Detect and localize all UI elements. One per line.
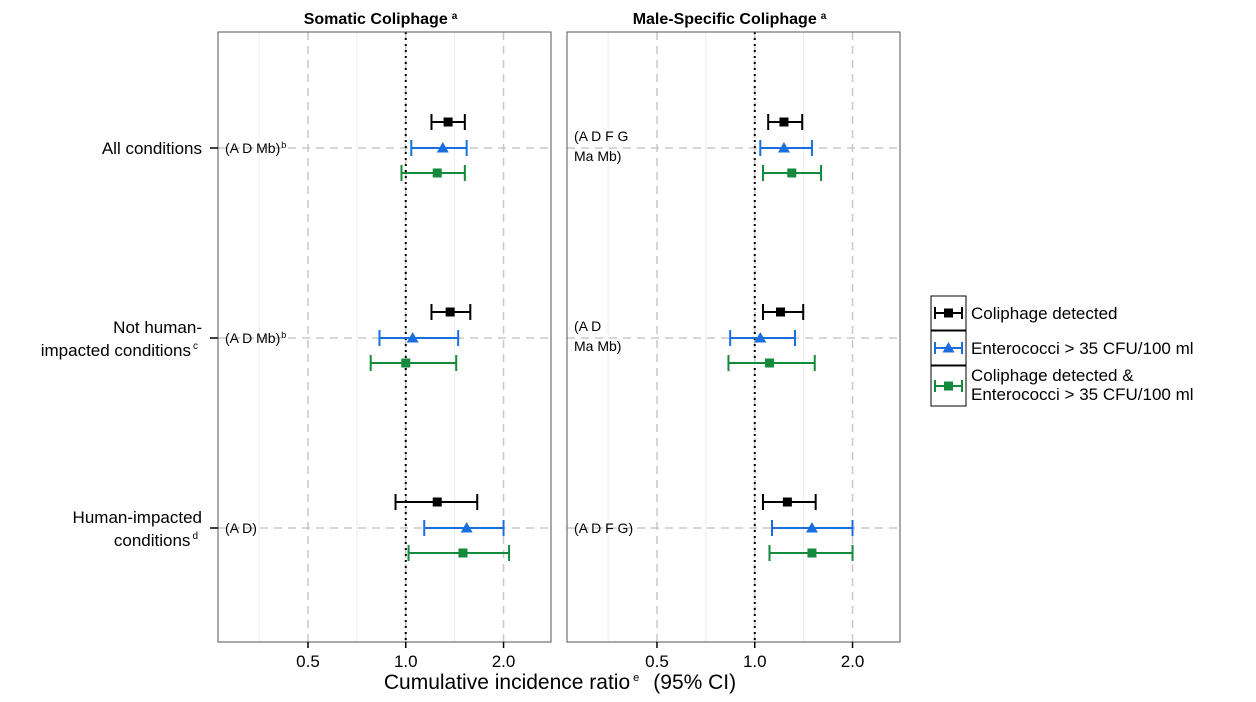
x-tick-label: 0.5 — [296, 652, 320, 671]
group-annotation-text: (A D Mb) — [225, 330, 280, 346]
group-annotation-text: (A D Mb) — [225, 140, 280, 156]
condition-label-text: All conditions — [102, 139, 202, 158]
group-annotation: (A D) — [225, 520, 257, 536]
panel-title-text: Male-Specific Coliphage — [633, 11, 817, 28]
point-estimate — [443, 117, 453, 127]
group-annotation: (A D F G — [574, 128, 628, 144]
legend-key-marker — [944, 381, 953, 391]
point-estimate — [779, 117, 789, 127]
x-tick-label: 2.0 — [841, 652, 865, 671]
point-estimate — [445, 307, 455, 317]
point-estimate — [782, 497, 792, 507]
point-estimate — [432, 497, 442, 507]
condition-label-text: impacted conditions — [41, 341, 191, 360]
condition-label: conditions d — [114, 531, 198, 550]
legend-key-marker — [942, 342, 955, 353]
group-annotation-text: Ma Mb) — [574, 338, 621, 354]
point-estimate — [807, 548, 817, 558]
group-annotation: Ma Mb) — [574, 148, 621, 164]
legend-label: Coliphage detected & — [971, 366, 1134, 385]
x-tick-label: 0.5 — [645, 652, 669, 671]
point-estimate — [787, 168, 797, 178]
x-tick-label: 1.0 — [743, 652, 767, 671]
group-annotation: (A D Mb)b — [225, 140, 286, 156]
x-axis-title-superscript: e — [633, 672, 639, 684]
x-tick-label-text: 2.0 — [492, 652, 516, 671]
point-estimate — [754, 332, 767, 343]
panel-title: Somatic Coliphage a — [304, 11, 458, 28]
condition-label-text: Not human- — [113, 318, 202, 337]
legend-label-text: Coliphage detected & — [971, 366, 1134, 385]
legend-label: Coliphage detected — [971, 304, 1118, 323]
condition-label-superscript: c — [193, 341, 198, 352]
x-axis-title-suffix: (95% CI) — [653, 671, 736, 694]
x-tick-label: 1.0 — [394, 652, 418, 671]
x-axis-title-text: Cumulative incidence ratio — [384, 671, 630, 694]
point-estimate — [764, 358, 774, 368]
condition-label: All conditions — [102, 139, 202, 158]
legend-label-text: Enterococci > 35 CFU/100 ml — [971, 339, 1194, 358]
x-tick-label-text: 1.0 — [394, 652, 418, 671]
group-annotation: Ma Mb) — [574, 338, 621, 354]
legend-label: Enterococci > 35 CFU/100 ml — [971, 339, 1194, 358]
group-annotation: (A D Mb)b — [225, 330, 286, 346]
legend-label-text: Coliphage detected — [971, 304, 1118, 323]
x-axis-title: Cumulative incidence ratio e (95% CI) — [384, 671, 736, 694]
group-annotation: (A D — [574, 318, 601, 334]
legend-label: Enterococci > 35 CFU/100 ml — [971, 385, 1194, 404]
group-annotation: (A D F G) — [574, 520, 633, 536]
point-estimate — [432, 168, 442, 178]
condition-label: Not human- — [113, 318, 202, 337]
panel-title-text: Somatic Coliphage — [304, 11, 448, 28]
legend-label-text: Enterococci > 35 CFU/100 ml — [971, 385, 1194, 404]
condition-label-text: conditions — [114, 531, 191, 550]
panel-border — [217, 31, 552, 643]
point-estimate — [460, 522, 473, 533]
group-annotation-superscript: b — [281, 330, 286, 340]
x-tick-label-text: 0.5 — [296, 652, 320, 671]
condition-label-text: Human-impacted — [73, 508, 202, 527]
panel-title: Male-Specific Coliphage a — [633, 11, 827, 28]
group-annotation-text: Ma Mb) — [574, 148, 621, 164]
point-estimate — [406, 332, 419, 343]
condition-label: impacted conditions c — [41, 341, 198, 360]
x-tick-label-text: 2.0 — [841, 652, 865, 671]
condition-label-superscript: d — [192, 531, 198, 542]
group-annotation-text: (A D F G — [574, 128, 628, 144]
point-estimate — [401, 358, 411, 368]
condition-label: Human-impacted — [73, 508, 202, 527]
group-annotation-superscript: b — [281, 140, 286, 150]
x-tick-label: 2.0 — [492, 652, 516, 671]
group-annotation-text: (A D F G) — [574, 520, 633, 536]
legend-key-marker — [944, 308, 953, 318]
x-tick-label-text: 0.5 — [645, 652, 669, 671]
group-annotation-text: (A D — [574, 318, 601, 334]
point-estimate — [777, 142, 790, 153]
panel-border — [566, 31, 901, 643]
group-annotation-text: (A D) — [225, 520, 257, 536]
point-estimate — [805, 522, 818, 533]
point-estimate — [436, 142, 449, 153]
point-estimate — [458, 548, 468, 558]
point-estimate — [775, 307, 785, 317]
x-tick-label-text: 1.0 — [743, 652, 767, 671]
panel-title-superscript: a — [821, 11, 827, 22]
panel-title-superscript: a — [452, 11, 458, 22]
